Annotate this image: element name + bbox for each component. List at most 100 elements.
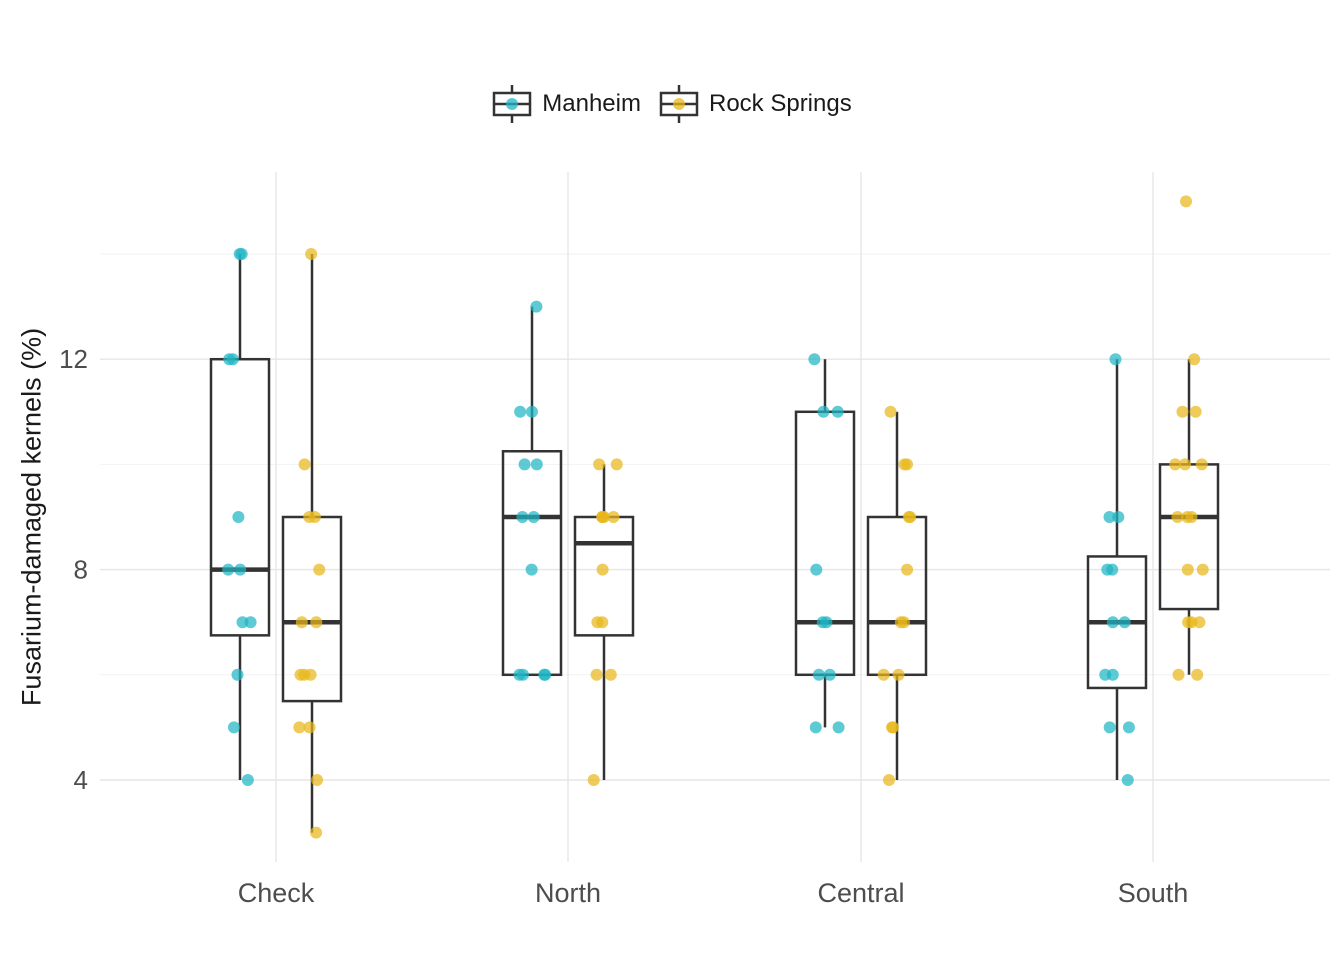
data-point [226, 353, 239, 366]
data-point [901, 458, 914, 471]
data-point [1101, 563, 1114, 576]
data-point [591, 616, 604, 629]
legend-item-manheim: Manheim [492, 84, 641, 124]
data-point [902, 511, 915, 523]
data-point [310, 826, 323, 839]
data-point [527, 511, 540, 523]
data-point [227, 721, 240, 734]
data-point [222, 563, 235, 576]
data-point [1099, 668, 1112, 681]
data-point [525, 405, 538, 418]
data-point [234, 563, 247, 576]
x-tick-label: North [535, 878, 601, 908]
data-point [1196, 563, 1209, 576]
data-point [1195, 458, 1208, 471]
data-point [610, 458, 623, 471]
data-point [808, 353, 821, 366]
data-point [1109, 353, 1122, 366]
data-point [1189, 405, 1202, 418]
data-point [295, 616, 308, 629]
y-tick-label: 4 [74, 765, 88, 795]
data-point [1180, 195, 1193, 208]
data-point [294, 668, 307, 681]
box [866, 515, 928, 677]
data-point [1169, 458, 1182, 471]
data-point [831, 405, 844, 418]
box [209, 357, 271, 637]
data-point [1191, 668, 1204, 681]
data-point [883, 774, 896, 786]
data-point [241, 774, 254, 786]
data-point [892, 668, 905, 681]
legend-key-rock-springs [659, 85, 699, 123]
data-point [587, 774, 600, 786]
legend-label-manheim: Manheim [542, 90, 641, 117]
data-point [817, 405, 830, 418]
data-point [1181, 563, 1194, 576]
data-point [1103, 721, 1116, 734]
data-point [590, 668, 603, 681]
legend-key-manheim [493, 85, 532, 123]
legend-item-rock-springs: Rock Springs [659, 84, 852, 124]
data-point [310, 616, 323, 629]
data-point [1176, 405, 1189, 418]
x-tick-label: Check [238, 878, 315, 908]
box [1158, 463, 1220, 611]
data-point [1188, 353, 1201, 366]
data-point [293, 721, 306, 734]
data-point [1172, 668, 1185, 681]
data-point [1103, 511, 1116, 523]
legend-label-rock-springs: Rock Springs [708, 90, 852, 117]
data-point [812, 668, 825, 681]
data-point [1106, 616, 1119, 629]
data-point [525, 563, 538, 576]
data-point [593, 458, 606, 471]
data-point [877, 668, 890, 681]
data-point [236, 616, 249, 629]
data-point [530, 458, 543, 471]
data-point [539, 668, 552, 681]
data-point [231, 668, 244, 681]
legend: Manheim Rock Springs [0, 82, 1344, 126]
data-point [894, 616, 907, 629]
data-point [513, 668, 526, 681]
data-point [1122, 721, 1135, 734]
data-point [232, 511, 245, 523]
data-point [1182, 616, 1195, 629]
data-point [311, 774, 324, 786]
data-point [1121, 774, 1134, 786]
data-point [809, 721, 822, 734]
data-point [607, 511, 620, 523]
data-point [304, 668, 317, 681]
box [794, 410, 856, 677]
data-point [514, 405, 527, 418]
data-point [313, 563, 326, 576]
data-point [1181, 511, 1194, 523]
x-tick-label: Central [817, 878, 904, 908]
y-tick-label: 8 [74, 555, 88, 585]
data-point [596, 511, 609, 523]
data-point [810, 563, 823, 576]
data-point [305, 248, 318, 260]
data-point [235, 248, 248, 260]
data-point [516, 511, 529, 523]
data-point [887, 721, 900, 734]
data-point [596, 563, 609, 576]
data-point [303, 511, 316, 523]
data-point [303, 721, 316, 734]
box [501, 450, 563, 677]
data-point [1118, 616, 1131, 629]
y-tick-label: 12 [59, 344, 88, 374]
data-point [832, 721, 845, 734]
data-point [1179, 458, 1192, 471]
data-point [901, 563, 914, 576]
data-point [518, 458, 531, 471]
data-point [1171, 511, 1184, 523]
data-point [1112, 511, 1125, 523]
data-point [884, 405, 897, 418]
data-point [823, 668, 836, 681]
data-point [530, 300, 543, 313]
data-point [820, 616, 833, 629]
x-tick-label: South [1118, 878, 1189, 908]
